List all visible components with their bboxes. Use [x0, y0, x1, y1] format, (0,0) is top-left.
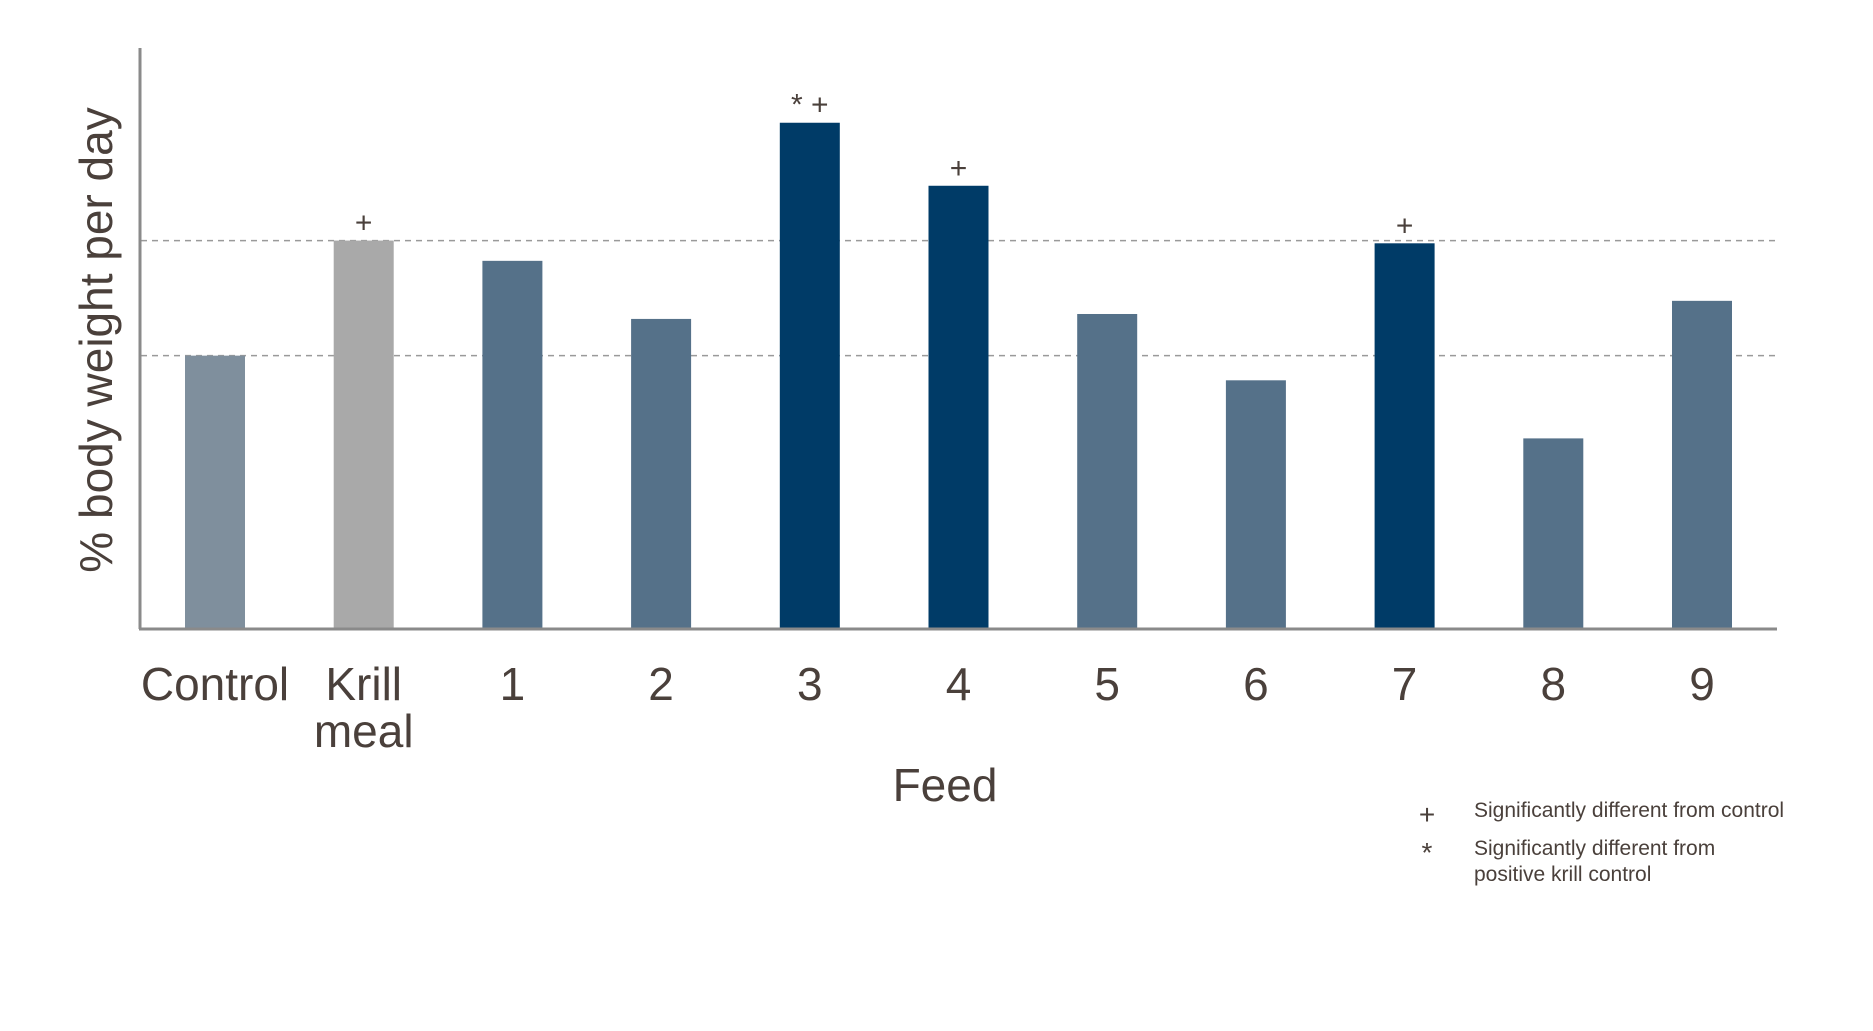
- bar: [631, 318, 692, 628]
- x-tick-label: 5: [1094, 658, 1120, 710]
- bar: [482, 260, 543, 628]
- bars-group: [185, 122, 1732, 629]
- bar: [928, 185, 989, 629]
- x-tick-label: 3: [797, 658, 823, 710]
- significance-markers: + * + + +: [355, 89, 1413, 243]
- legend-text: Significantly different from positive kri…: [1474, 837, 1715, 886]
- bar: [779, 122, 840, 628]
- significance-marker: * +: [791, 89, 829, 122]
- bar: [1077, 313, 1138, 628]
- x-tick-label: 6: [1243, 658, 1269, 710]
- bar: [1374, 243, 1435, 628]
- x-tick-label: Krill meal: [314, 658, 414, 757]
- bar: [1225, 380, 1286, 628]
- bar: [1523, 438, 1584, 628]
- x-tick-label: 2: [648, 658, 674, 710]
- x-tick-label: 4: [946, 658, 972, 710]
- legend: + Significantly different from control * Si…: [1419, 799, 1784, 886]
- significance-marker: +: [355, 207, 373, 240]
- legend-text: Significantly different from control: [1474, 799, 1784, 822]
- x-tick-labels: Control Krill meal 1 2 3 4 5 6 7 8 9: [141, 658, 1715, 757]
- x-tick-label: 8: [1541, 658, 1567, 710]
- bar: [333, 240, 394, 628]
- x-tick-label: Control: [141, 658, 289, 710]
- x-axis-title: Feed: [893, 759, 998, 811]
- significance-marker: +: [1396, 209, 1414, 242]
- x-tick-label: 7: [1392, 658, 1418, 710]
- x-tick-label: 1: [500, 658, 526, 710]
- y-axis-title: % body weight per day: [70, 107, 122, 572]
- legend-symbol: *: [1422, 837, 1433, 868]
- legend-symbol: +: [1419, 799, 1435, 830]
- bar: [1672, 300, 1732, 628]
- bar: [185, 355, 245, 628]
- x-tick-label: 9: [1689, 658, 1715, 710]
- significance-marker: +: [950, 152, 968, 185]
